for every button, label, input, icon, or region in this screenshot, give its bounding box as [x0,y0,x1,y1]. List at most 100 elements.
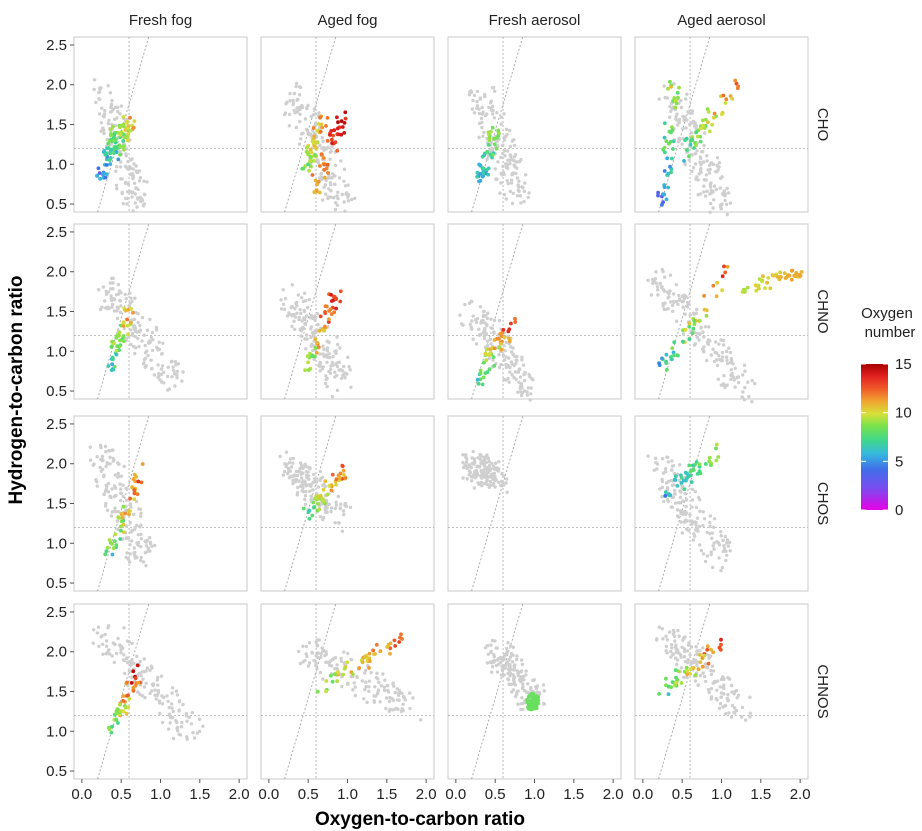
data-point [131,669,136,674]
data-point-background [725,538,730,542]
data-point-background [157,340,161,344]
data-point-background [303,658,307,663]
data-point-background [507,682,511,686]
data-point-background [139,514,143,519]
data-point-background [699,156,703,161]
data-point [687,321,692,326]
data-point-background [107,448,111,453]
data-point-background [498,191,502,195]
data-point-background [681,499,685,503]
data-point [107,158,112,162]
data-point-background [384,706,388,711]
data-point [723,270,728,275]
data-point-background [669,643,674,647]
data-point [667,141,671,146]
data-point-background [303,463,307,467]
data-point-background [288,91,292,96]
data-point-background [139,537,144,541]
data-point-background [154,325,159,330]
data-point [783,276,788,280]
data-point-background [695,307,699,312]
data-point-background [159,367,164,371]
data-point-background [719,530,723,534]
data-point [513,316,517,321]
data-point-background [529,392,533,396]
data-point-background [681,332,686,336]
data-point-background [118,482,122,486]
data-point [104,172,109,177]
data-point-background [485,453,489,457]
x-tick-label: 0.0 [258,786,279,803]
data-point-background [514,694,518,699]
data-point-background [328,150,333,154]
data-point-background [688,313,692,317]
data-point-background [489,643,493,647]
data-point [691,326,696,331]
data-point-background [304,347,308,351]
data-point-background [708,210,712,214]
data-point-background [167,387,172,391]
data-point-background [100,454,105,458]
data-point [330,472,335,477]
data-point [679,681,684,685]
data-point [719,112,724,117]
data-point-background [491,474,496,478]
data-point-background [131,190,135,194]
data-point-background [708,520,712,525]
data-point-background [517,179,521,183]
data-point [360,660,365,665]
data-point-background [125,202,129,206]
data-point-background [684,126,688,130]
data-point [120,515,125,520]
data-point-background [734,708,739,713]
data-point [487,367,492,372]
data-point [95,173,99,178]
data-point-background [107,118,111,123]
data-point-background [687,158,691,162]
data-point-background [116,461,120,465]
data-point [97,171,102,176]
data-point [332,128,337,133]
data-point-background [490,638,495,643]
data-point-background [458,313,462,317]
colorbar-tick-label: 0 [895,502,903,519]
data-point-background [515,654,519,658]
data-point [696,667,701,671]
data-point-background [113,298,117,302]
data-point [121,320,126,325]
data-point-background [138,176,143,180]
data-point-background [114,169,118,173]
data-point-background [352,681,356,685]
data-point [308,351,312,356]
data-point-background [115,105,120,110]
data-point-background [314,315,318,320]
data-point-background [508,655,513,659]
panel-cho-aged-aerosol [634,36,809,217]
data-point-background [528,398,532,402]
data-point-background [719,677,724,682]
data-point-background [175,693,180,697]
data-point-background [149,367,154,371]
data-point-background [508,365,512,370]
data-point-background [305,314,309,318]
data-point-background [133,326,138,331]
data-point-background [104,292,109,296]
data-point-background [201,724,205,728]
data-point [109,345,114,349]
data-point-background [106,481,111,486]
data-point-background [461,453,465,457]
panel-cho-fresh-aerosol [447,36,622,213]
data-point-background [346,651,350,656]
data-point-background [150,348,155,353]
data-point-background [305,333,309,337]
data-point-background [103,299,107,303]
data-point [121,694,126,698]
data-point-background [153,543,157,548]
data-point-background [314,640,318,645]
column-header-fresh-aerosol: Fresh aerosol [489,12,581,29]
data-point [662,150,667,155]
data-point [705,647,710,652]
data-point-background [396,691,400,695]
data-point-background [525,690,529,694]
data-point-background [171,709,175,714]
